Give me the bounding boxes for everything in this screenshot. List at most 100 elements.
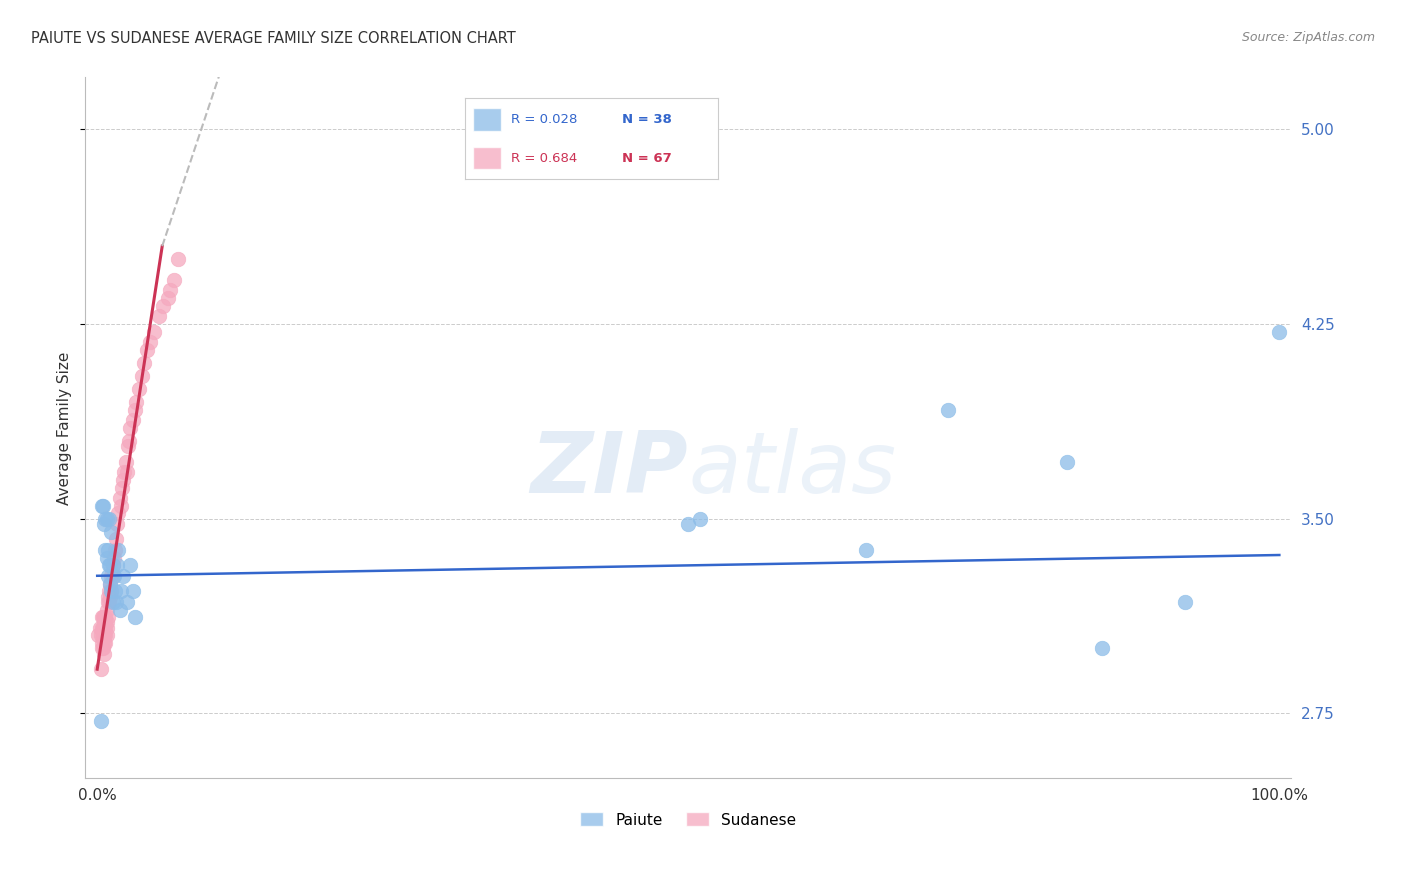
Point xyxy=(1056,454,1078,468)
Text: Source: ZipAtlas.com: Source: ZipAtlas.com xyxy=(1241,31,1375,45)
Point xyxy=(101,568,124,582)
Point xyxy=(98,558,121,573)
Point xyxy=(117,439,139,453)
Point xyxy=(101,558,124,573)
Point xyxy=(98,590,121,604)
Point xyxy=(108,602,131,616)
Point xyxy=(90,714,112,728)
Point xyxy=(97,568,120,582)
Point xyxy=(90,621,112,635)
Point xyxy=(152,299,174,313)
Point xyxy=(678,516,700,531)
Point xyxy=(689,511,711,525)
Point xyxy=(104,584,127,599)
Point xyxy=(94,615,117,630)
Point xyxy=(124,610,146,624)
Point xyxy=(94,610,117,624)
Point xyxy=(163,273,186,287)
Point xyxy=(134,356,156,370)
Point xyxy=(94,511,117,525)
Point xyxy=(90,636,112,650)
Point xyxy=(103,550,125,565)
Point xyxy=(100,584,122,599)
Point xyxy=(96,602,118,616)
Point xyxy=(114,454,136,468)
Point xyxy=(96,628,118,642)
Point xyxy=(93,647,115,661)
Point xyxy=(100,524,122,539)
Point xyxy=(93,628,115,642)
Text: PAIUTE VS SUDANESE AVERAGE FAMILY SIZE CORRELATION CHART: PAIUTE VS SUDANESE AVERAGE FAMILY SIZE C… xyxy=(31,31,516,46)
Point xyxy=(98,576,121,591)
Point xyxy=(94,621,117,635)
Point xyxy=(936,402,959,417)
Point xyxy=(94,636,117,650)
Point xyxy=(104,542,127,557)
Point xyxy=(101,595,124,609)
Point xyxy=(105,558,128,573)
Point xyxy=(87,628,110,642)
Point xyxy=(135,343,157,357)
Text: ZIP: ZIP xyxy=(530,428,689,511)
Point xyxy=(94,628,117,642)
Point xyxy=(110,499,132,513)
Point xyxy=(111,481,134,495)
Point xyxy=(98,558,121,573)
Y-axis label: Average Family Size: Average Family Size xyxy=(58,351,72,505)
Point xyxy=(93,636,115,650)
Text: atlas: atlas xyxy=(689,428,896,511)
Point xyxy=(101,558,124,573)
Point xyxy=(93,621,115,635)
Point xyxy=(90,499,112,513)
Point xyxy=(115,595,138,609)
Point xyxy=(112,465,135,479)
Point xyxy=(1091,641,1114,656)
Point xyxy=(159,283,181,297)
Point xyxy=(115,465,138,479)
Point xyxy=(91,610,114,624)
Point xyxy=(98,576,121,591)
Point xyxy=(91,628,114,642)
Point xyxy=(91,641,114,656)
Point xyxy=(121,584,143,599)
Point xyxy=(91,499,114,513)
Point xyxy=(100,584,122,599)
Point xyxy=(97,595,120,609)
Point xyxy=(107,542,129,557)
Point xyxy=(105,533,128,547)
Point xyxy=(98,511,121,525)
Point xyxy=(96,550,118,565)
Point xyxy=(118,434,141,448)
Point xyxy=(1268,325,1291,339)
Point xyxy=(97,610,120,624)
Point xyxy=(91,621,114,635)
Point xyxy=(121,413,143,427)
Point xyxy=(100,568,122,582)
Point xyxy=(124,402,146,417)
Point xyxy=(90,628,112,642)
Point xyxy=(139,335,162,350)
Point xyxy=(105,516,128,531)
Point xyxy=(120,421,142,435)
Point xyxy=(166,252,188,266)
Point xyxy=(103,568,125,582)
Point xyxy=(90,610,112,624)
Point xyxy=(108,491,131,505)
Point xyxy=(157,291,180,305)
Point xyxy=(96,621,118,635)
Point xyxy=(110,584,132,599)
Point xyxy=(148,310,170,324)
Point xyxy=(90,641,112,656)
Point xyxy=(94,542,117,557)
Point xyxy=(98,584,121,599)
Point xyxy=(89,621,111,635)
Point xyxy=(97,590,120,604)
Point xyxy=(97,542,120,557)
Point xyxy=(855,542,877,557)
Point xyxy=(112,568,135,582)
Point xyxy=(107,507,129,521)
Point xyxy=(128,382,150,396)
Point xyxy=(93,610,115,624)
Point xyxy=(93,516,115,531)
Point xyxy=(1174,595,1197,609)
